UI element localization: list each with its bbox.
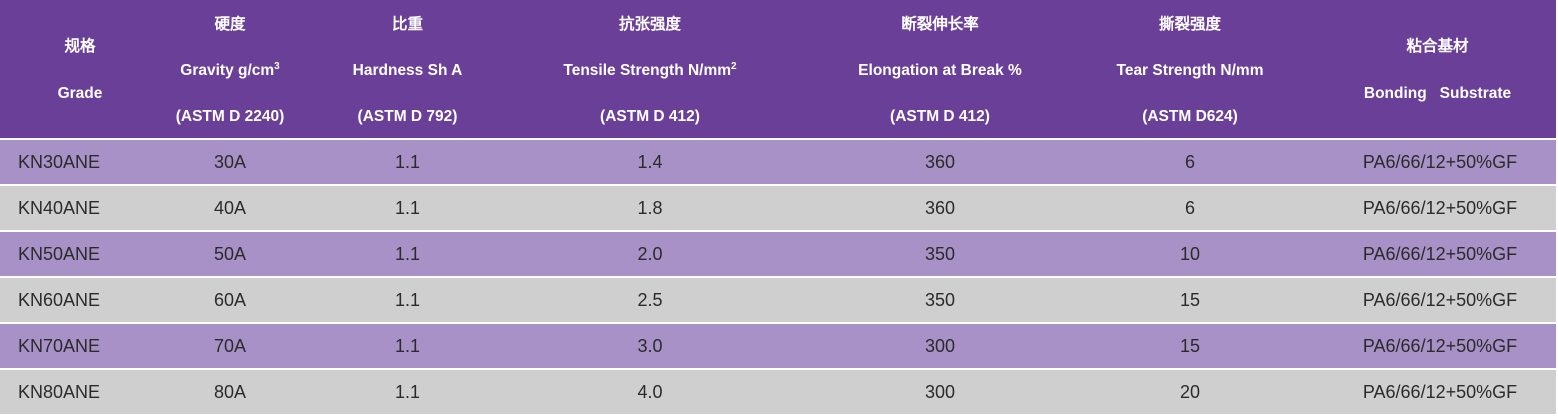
header-tensile-std: (ASTM D 412) — [600, 108, 700, 125]
header-substrate-en: Bonding Substrate — [1363, 85, 1512, 102]
cell-elongation: 360 — [924, 198, 956, 218]
cell-gravity: 1.1 — [394, 382, 421, 402]
cell-hardness: 70A — [213, 336, 247, 356]
cell-tensile: 1.8 — [637, 198, 663, 218]
header-hardness-en-text: Gravity g/cm — [180, 62, 275, 79]
header-tear-std: (ASTM D624) — [1142, 108, 1238, 125]
cell-tear: 20 — [1179, 382, 1201, 402]
header-hardness: 硬度 Gravity g/cm3 (ASTM D 2240) — [150, 0, 310, 138]
header-grade-en: Grade — [57, 85, 103, 102]
cell-tear: 6 — [1184, 152, 1195, 172]
cell-gravity: 1.1 — [394, 336, 421, 356]
table-header: 规格 Grade 硬度 Gravity g/cm3 (ASTM D 2240) … — [0, 0, 1556, 138]
cell-tear: 15 — [1179, 336, 1201, 356]
header-elongation: 断裂伸长率 Elongation at Break % (ASTM D 412) — [805, 0, 1075, 138]
cell-substrate: PA6/66/12+50%GF — [1362, 336, 1518, 356]
header-elongation-cn: 断裂伸长率 — [901, 16, 979, 33]
table-row: KN80ANE 80A 1.1 4.0 300 20 PA6/66/12+50%… — [0, 370, 1556, 414]
header-elongation-std: (ASTM D 412) — [890, 108, 990, 125]
cell-substrate: PA6/66/12+50%GF — [1362, 382, 1518, 402]
cell-tear: 6 — [1184, 198, 1195, 218]
cell-gravity: 1.1 — [394, 244, 421, 264]
table-row: KN30ANE 30A 1.1 1.4 360 6 PA6/66/12+50%G… — [0, 140, 1556, 184]
header-tensile: 抗张强度 Tensile Strength N/mm2 (ASTM D 412) — [530, 0, 770, 138]
header-tear: 撕裂强度 Tear Strength N/mm (ASTM D624) — [1085, 0, 1295, 138]
header-hardness-en: Gravity g/cm3 — [150, 61, 310, 81]
cell-grade: KN70ANE — [18, 336, 101, 356]
cell-tensile: 3.0 — [637, 336, 663, 356]
header-hardness-std: (ASTM D 2240) — [175, 108, 285, 125]
cell-substrate: PA6/66/12+50%GF — [1362, 198, 1518, 218]
header-substrate-cn: 粘合基材 — [1406, 38, 1469, 55]
header-tensile-sup: 2 — [731, 60, 737, 72]
header-substrate: 粘合基材 Bonding Substrate — [1330, 0, 1545, 138]
cell-elongation: 350 — [924, 290, 956, 310]
cell-elongation: 350 — [924, 244, 956, 264]
cell-grade: KN30ANE — [18, 152, 101, 172]
header-tear-en: Tear Strength N/mm — [1116, 62, 1264, 79]
table-row: KN70ANE 70A 1.1 3.0 300 15 PA6/66/12+50%… — [0, 324, 1556, 368]
header-gravity-cn: 比重 — [391, 16, 423, 33]
cell-elongation: 300 — [924, 382, 956, 402]
header-gravity-std: (ASTM D 792) — [357, 108, 458, 125]
cell-elongation: 360 — [924, 152, 956, 172]
cell-hardness: 60A — [213, 290, 247, 310]
header-tear-cn: 撕裂强度 — [1158, 16, 1221, 33]
table-row: KN60ANE 60A 1.1 2.5 350 15 PA6/66/12+50%… — [0, 278, 1556, 322]
cell-substrate: PA6/66/12+50%GF — [1362, 244, 1518, 264]
cell-elongation: 300 — [924, 336, 956, 356]
cell-grade: KN50ANE — [18, 244, 101, 264]
cell-hardness: 80A — [213, 382, 247, 402]
cell-tensile: 4.0 — [637, 382, 663, 402]
header-tensile-cn: 抗张强度 — [618, 16, 681, 33]
cell-tensile: 2.5 — [637, 290, 663, 310]
table-row: KN40ANE 40A 1.1 1.8 360 6 PA6/66/12+50%G… — [0, 186, 1556, 230]
table-row: KN50ANE 50A 1.1 2.0 350 10 PA6/66/12+50%… — [0, 232, 1556, 276]
header-hardness-cn: 硬度 — [214, 16, 246, 33]
cell-tensile: 2.0 — [637, 244, 663, 264]
cell-gravity: 1.1 — [394, 198, 421, 218]
cell-grade: KN40ANE — [18, 198, 101, 218]
cell-tensile: 1.4 — [637, 152, 663, 172]
cell-hardness: 40A — [213, 198, 247, 218]
header-gravity-en: Hardness Sh A — [352, 62, 463, 79]
cell-substrate: PA6/66/12+50%GF — [1362, 290, 1518, 310]
cell-hardness: 50A — [213, 244, 247, 264]
header-grade: 规格 Grade — [0, 0, 160, 138]
header-tensile-en-text: Tensile Strength N/mm — [563, 62, 732, 79]
cell-hardness: 30A — [213, 152, 247, 172]
cell-gravity: 1.1 — [394, 152, 421, 172]
cell-grade: KN80ANE — [18, 382, 101, 402]
header-grade-cn: 规格 — [64, 38, 96, 55]
cell-grade: KN60ANE — [18, 290, 101, 310]
header-tensile-en: Tensile Strength N/mm2 — [530, 61, 770, 81]
header-elongation-en: Elongation at Break % — [858, 62, 1022, 79]
cell-tear: 10 — [1179, 244, 1201, 264]
header-hardness-sup: 3 — [274, 60, 280, 72]
cell-tear: 15 — [1179, 290, 1201, 310]
cell-gravity: 1.1 — [394, 290, 421, 310]
cell-substrate: PA6/66/12+50%GF — [1362, 152, 1518, 172]
header-gravity: 比重 Hardness Sh A (ASTM D 792) — [320, 0, 495, 138]
